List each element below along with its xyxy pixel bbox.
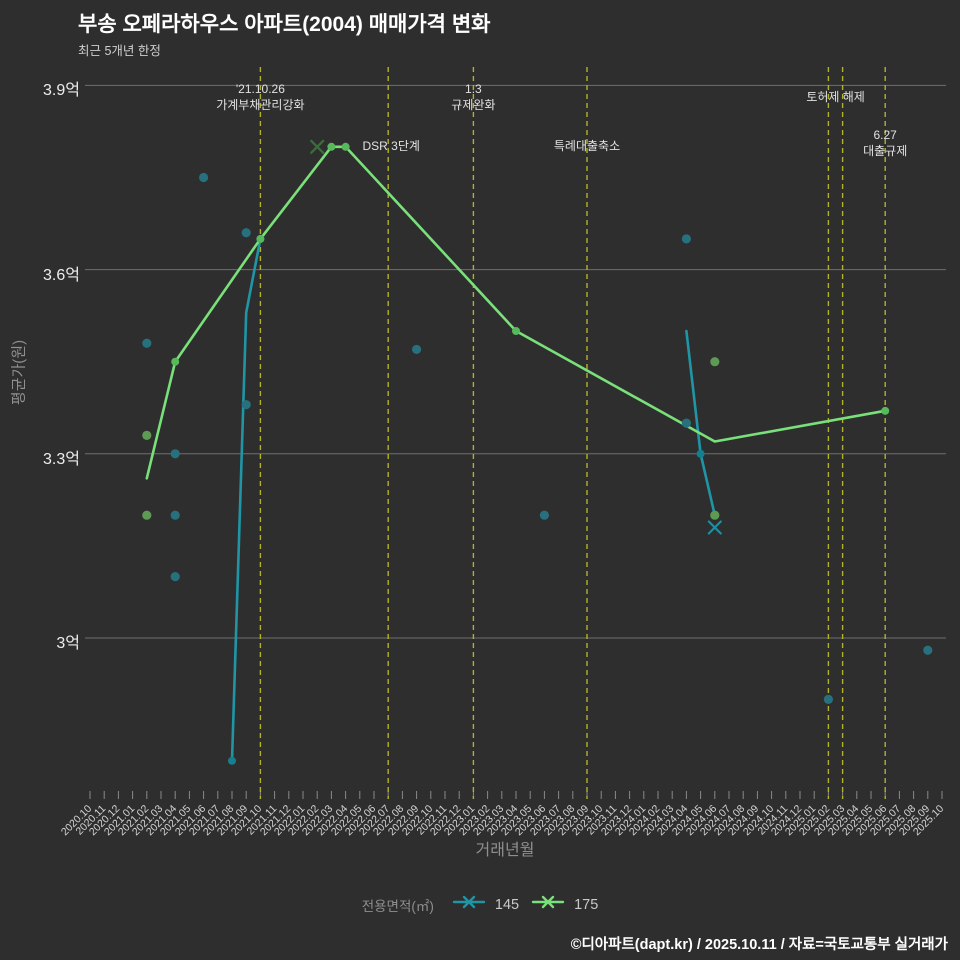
scatter-point-145: [681, 234, 692, 244]
event-label-line: '21.10.26: [235, 82, 285, 96]
y-axis-title: 평균가(원): [10, 339, 28, 406]
scatter-point-145: [170, 510, 180, 520]
event-label: 1.3 규제완화: [383, 82, 563, 113]
legend-item-145[interactable]: 145: [452, 894, 519, 915]
vertex-dot-175: [171, 357, 180, 366]
scatter-point-145: [241, 228, 251, 238]
x-marker-175: [310, 139, 325, 154]
event-label-line: 대출규제: [863, 143, 908, 158]
vertex-dot-145: [228, 756, 236, 765]
scatter-point-175: [142, 430, 152, 440]
y-tick-label: 3.6억: [43, 266, 80, 284]
scatter-point-175: [710, 357, 720, 367]
event-label-line: 규제완화: [451, 97, 496, 112]
event-label-line: DSR 3단계: [362, 139, 420, 153]
scatter-point-145: [142, 338, 152, 348]
scatter-point-145: [170, 572, 180, 582]
line-x-marker-icon: [452, 894, 486, 915]
scatter-point-145: [923, 645, 933, 655]
page-title: 부송 오페라하우스 아파트(2004) 매매가격 변화: [78, 13, 491, 36]
y-tick-label: 3억: [56, 635, 80, 652]
line-x-marker-glyph: [531, 895, 565, 909]
event-label: '21.10.26 가계부채관리강화: [170, 82, 350, 113]
line-x-marker-icon: [531, 894, 565, 915]
y-tick-label: 3.3억: [43, 450, 80, 468]
series-line-145: [230, 237, 262, 763]
scatter-point-145: [170, 449, 180, 459]
vertex-dot-175: [341, 142, 350, 151]
event-label: 6.27 대출규제: [795, 128, 960, 159]
x-marker-145: [707, 520, 722, 535]
vertex-dot-175: [327, 142, 336, 151]
page-subtitle: 최근 5개년 한정: [78, 44, 161, 58]
scatter-point-145: [823, 694, 834, 705]
event-label: 토허제 해제: [746, 90, 926, 106]
legend: 전용면적(㎡) 145 175: [0, 894, 960, 915]
scatter-point-175: [710, 510, 720, 520]
legend-item-175[interactable]: 175: [531, 894, 598, 915]
event-label: 특례대출축소: [497, 139, 677, 155]
legend-item-label: 175: [574, 896, 599, 913]
scatter-point-145: [241, 400, 251, 410]
series-line-175: [145, 145, 887, 480]
scatter-point-145: [681, 418, 692, 428]
vertex-dot-175: [256, 234, 265, 243]
scatter-point-145: [539, 510, 550, 520]
legend-item-label: 145: [494, 896, 520, 913]
legend-title: 전용면적(㎡): [361, 898, 434, 914]
event-label-line: 1.3: [465, 82, 482, 96]
event-label: DSR 3단계: [301, 139, 481, 155]
event-label-line: 특례대출축소: [553, 139, 621, 153]
vertex-dot-175: [881, 406, 890, 415]
scatter-point-175: [142, 510, 152, 520]
vertex-dot-145: [696, 449, 705, 458]
y-tick-label: 3.9억: [43, 82, 80, 100]
footer-credit: ©디아파트(dapt.kr) / 2025.10.11 / 자료=국토교통부 실…: [570, 937, 948, 953]
x-axis-title: 거래년월: [475, 842, 535, 859]
event-label-line: 가계부채관리강화: [216, 97, 305, 112]
line-x-marker-glyph: [452, 895, 486, 909]
vertex-dot-175: [512, 327, 520, 335]
scatter-point-145: [199, 172, 209, 183]
scatter-point-145: [412, 344, 422, 355]
event-label-line: 6.27: [873, 128, 897, 142]
event-label-line: 토허제 해제: [806, 90, 865, 104]
